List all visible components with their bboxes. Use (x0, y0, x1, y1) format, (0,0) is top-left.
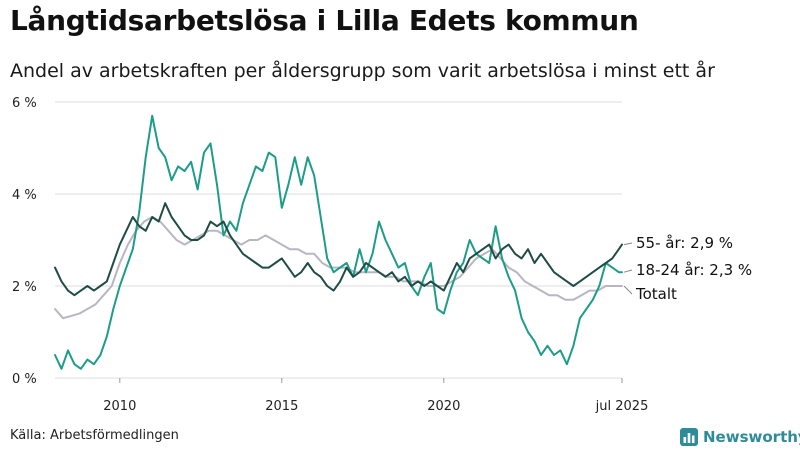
x-tick-label: 2015 (265, 399, 298, 414)
series-end-label: 18-24 år: 2,3 % (636, 261, 752, 279)
label-connector (623, 285, 633, 295)
x-tick-label: jul 2025 (595, 399, 649, 414)
y-axis: 0 % 2 % 4 % 6 % (12, 96, 37, 387)
chart-subtitle: Andel av arbetskraften per åldersgrupp s… (10, 60, 715, 82)
series-lines (54, 114, 623, 370)
series-end-labels: Totalt 18-24 år: 2,3 % 55- år: 2,9 % (623, 234, 752, 303)
y-tick-label: 4 % (12, 188, 37, 203)
series-end-label: 55- år: 2,9 % (636, 234, 733, 252)
grid-lines (55, 101, 622, 379)
chart-bars-icon (680, 428, 698, 446)
brand-logo[interactable]: Newsworthy (680, 427, 800, 447)
x-tick-label: 2020 (427, 399, 460, 414)
series-line (54, 202, 623, 297)
label-connector (623, 242, 633, 246)
chart-title: Långtidsarbetslösa i Lilla Edets kommun (10, 4, 639, 37)
y-tick-label: 6 % (12, 96, 37, 111)
label-connector (623, 269, 633, 273)
x-axis: 2010 2015 2020 jul 2025 (103, 378, 648, 414)
series-line (54, 114, 623, 370)
x-tick-label: 2010 (103, 399, 136, 414)
series-end-label: Totalt (635, 285, 677, 303)
y-tick-label: 0 % (12, 372, 37, 387)
y-tick-label: 2 % (12, 280, 37, 295)
source-note: Källa: Arbetsförmedlingen (10, 428, 179, 443)
brand-name: Newsworthy (703, 428, 800, 446)
